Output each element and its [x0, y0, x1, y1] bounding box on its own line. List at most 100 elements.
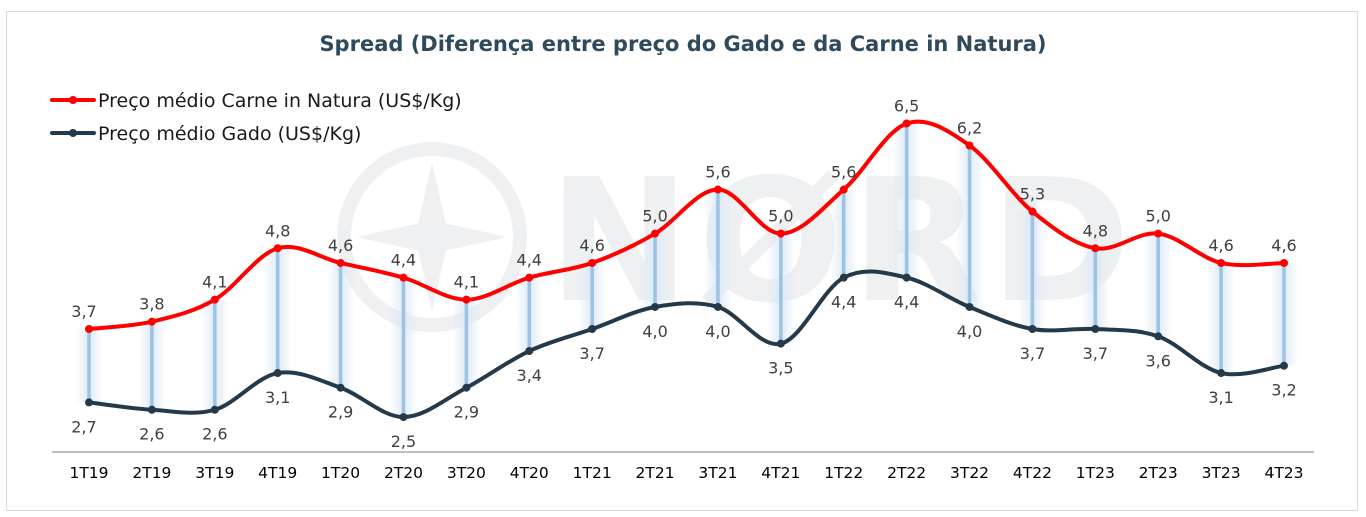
carne-data-label: 4,6: [328, 236, 353, 255]
carne-point: [1280, 258, 1288, 267]
carne-data-label: 4,6: [579, 236, 604, 255]
series-lines: [85, 119, 1288, 422]
x-tick-label: 2T23: [1139, 464, 1178, 482]
carne-point: [1091, 244, 1100, 253]
x-tick-label: 3T19: [195, 464, 234, 482]
legend-label-carne: Preço médio Carne in Natura (US$/Kg): [98, 90, 462, 112]
carne-point: [651, 229, 660, 238]
x-tick-label: 4T19: [258, 464, 297, 482]
compass-icon: [337, 142, 527, 332]
chart-frame: [6, 11, 1358, 511]
x-tick-label: 4T20: [510, 464, 549, 482]
carne-data-label: 4,4: [391, 251, 416, 270]
carne-data-label: 5,0: [768, 207, 793, 226]
carne-point: [336, 258, 345, 267]
gado-data-label: 3,5: [768, 359, 793, 378]
carne-data-label: 4,8: [1083, 221, 1108, 240]
carne-data-label: 6,5: [894, 96, 919, 115]
x-tick-label: 1T19: [69, 464, 108, 482]
x-tick-label: 3T22: [950, 464, 989, 482]
gado-point: [776, 339, 785, 348]
gado-data-label: 3,1: [1208, 388, 1233, 407]
series-line-carne: [88, 119, 1285, 331]
legend-marker-carne: [69, 96, 77, 104]
carne-point: [839, 185, 848, 194]
x-tick-label: 3T23: [1202, 464, 1241, 482]
carne-point: [210, 295, 219, 304]
spread-bars: [75, 123, 1298, 418]
gado-point: [147, 405, 156, 414]
gado-point: [902, 273, 911, 282]
carne-point: [1154, 229, 1163, 238]
x-tick-label: 1T21: [573, 464, 612, 482]
x-tick-label: 4T22: [1013, 464, 1052, 482]
legend-marker-gado: [69, 129, 77, 137]
carne-data-label: 5,0: [642, 207, 667, 226]
chart-title: Spread (Diferença entre preço do Gado e …: [319, 32, 1046, 56]
gado-point: [965, 302, 974, 311]
gado-point: [210, 405, 219, 414]
carne-data-label: 4,6: [1208, 236, 1233, 255]
compass-needle-icon: [418, 162, 446, 237]
carne-point: [525, 273, 534, 282]
carne-point: [776, 229, 785, 238]
series-line-gado: [88, 269, 1285, 420]
gado-data-label: 2,9: [454, 403, 479, 422]
x-tick-label: 4T21: [761, 464, 800, 482]
x-tick-label: 1T20: [321, 464, 360, 482]
gado-point: [713, 302, 722, 311]
gado-data-label: 2,7: [71, 417, 96, 436]
x-tick-label: 1T22: [824, 464, 863, 482]
carne-point: [1217, 258, 1226, 267]
carne-point: [462, 295, 471, 304]
carne-point: [1028, 207, 1037, 216]
carne-point: [273, 244, 282, 253]
legend-label-gado: Preço médio Gado (US$/Kg): [98, 123, 361, 145]
carne-point: [965, 141, 974, 150]
gado-point: [651, 302, 660, 311]
carne-data-label: 3,7: [71, 302, 96, 321]
x-tick-label: 3T21: [698, 464, 737, 482]
carne-data-label: 5,6: [705, 163, 730, 182]
carne-point: [713, 185, 722, 194]
gado-data-label: 2,6: [202, 425, 227, 444]
gado-data-label: 2,9: [328, 403, 353, 422]
carne-data-label: 4,4: [517, 251, 542, 270]
legend-item-carne: Preço médio Carne in Natura (US$/Kg): [50, 90, 462, 112]
gado-data-label: 2,6: [139, 425, 164, 444]
carne-data-label: 5,3: [1020, 185, 1045, 204]
carne-point: [399, 273, 408, 282]
x-tick-label: 2T21: [636, 464, 675, 482]
gado-point: [1091, 325, 1100, 333]
carne-data-label: 4,1: [202, 273, 227, 292]
gado-data-label: 4,4: [894, 293, 919, 312]
carne-data-label: 5,6: [831, 163, 856, 182]
gado-data-label: 4,0: [957, 322, 982, 341]
carne-data-label: 4,1: [454, 273, 479, 292]
carne-point: [147, 317, 156, 326]
gado-point: [525, 347, 534, 356]
x-tick-label: 1T23: [1076, 464, 1115, 482]
gado-point: [839, 273, 848, 282]
gado-data-label: 2,5: [391, 432, 416, 451]
carne-point: [85, 325, 93, 333]
gado-point: [462, 383, 471, 392]
gado-data-label: 4,4: [831, 293, 856, 312]
carne-data-label: 4,8: [265, 221, 290, 240]
gado-data-label: 3,6: [1145, 351, 1170, 370]
gado-data-label: 3,1: [265, 388, 290, 407]
x-tick-label: 2T20: [384, 464, 423, 482]
gado-point: [85, 398, 93, 407]
carne-point: [588, 258, 597, 267]
gado-data-label: 4,0: [642, 322, 667, 341]
gado-data-label: 3,7: [1083, 344, 1108, 363]
gado-point: [399, 413, 408, 422]
x-tick-label: 4T23: [1264, 464, 1303, 482]
gado-data-label: 3,2: [1271, 381, 1296, 400]
legend: Preço médio Carne in Natura (US$/Kg) Pre…: [50, 90, 462, 145]
x-axis-ticks: 1T19 2T19 3T19 4T19 1T20 2T20 3T20 4T20 1T21 2T21…: [69, 464, 1303, 482]
gado-point: [1028, 325, 1037, 333]
x-tick-label: 3T20: [447, 464, 486, 482]
legend-item-gado: Preço médio Gado (US$/Kg): [50, 123, 361, 145]
gado-data-label: 3,7: [1020, 344, 1045, 363]
